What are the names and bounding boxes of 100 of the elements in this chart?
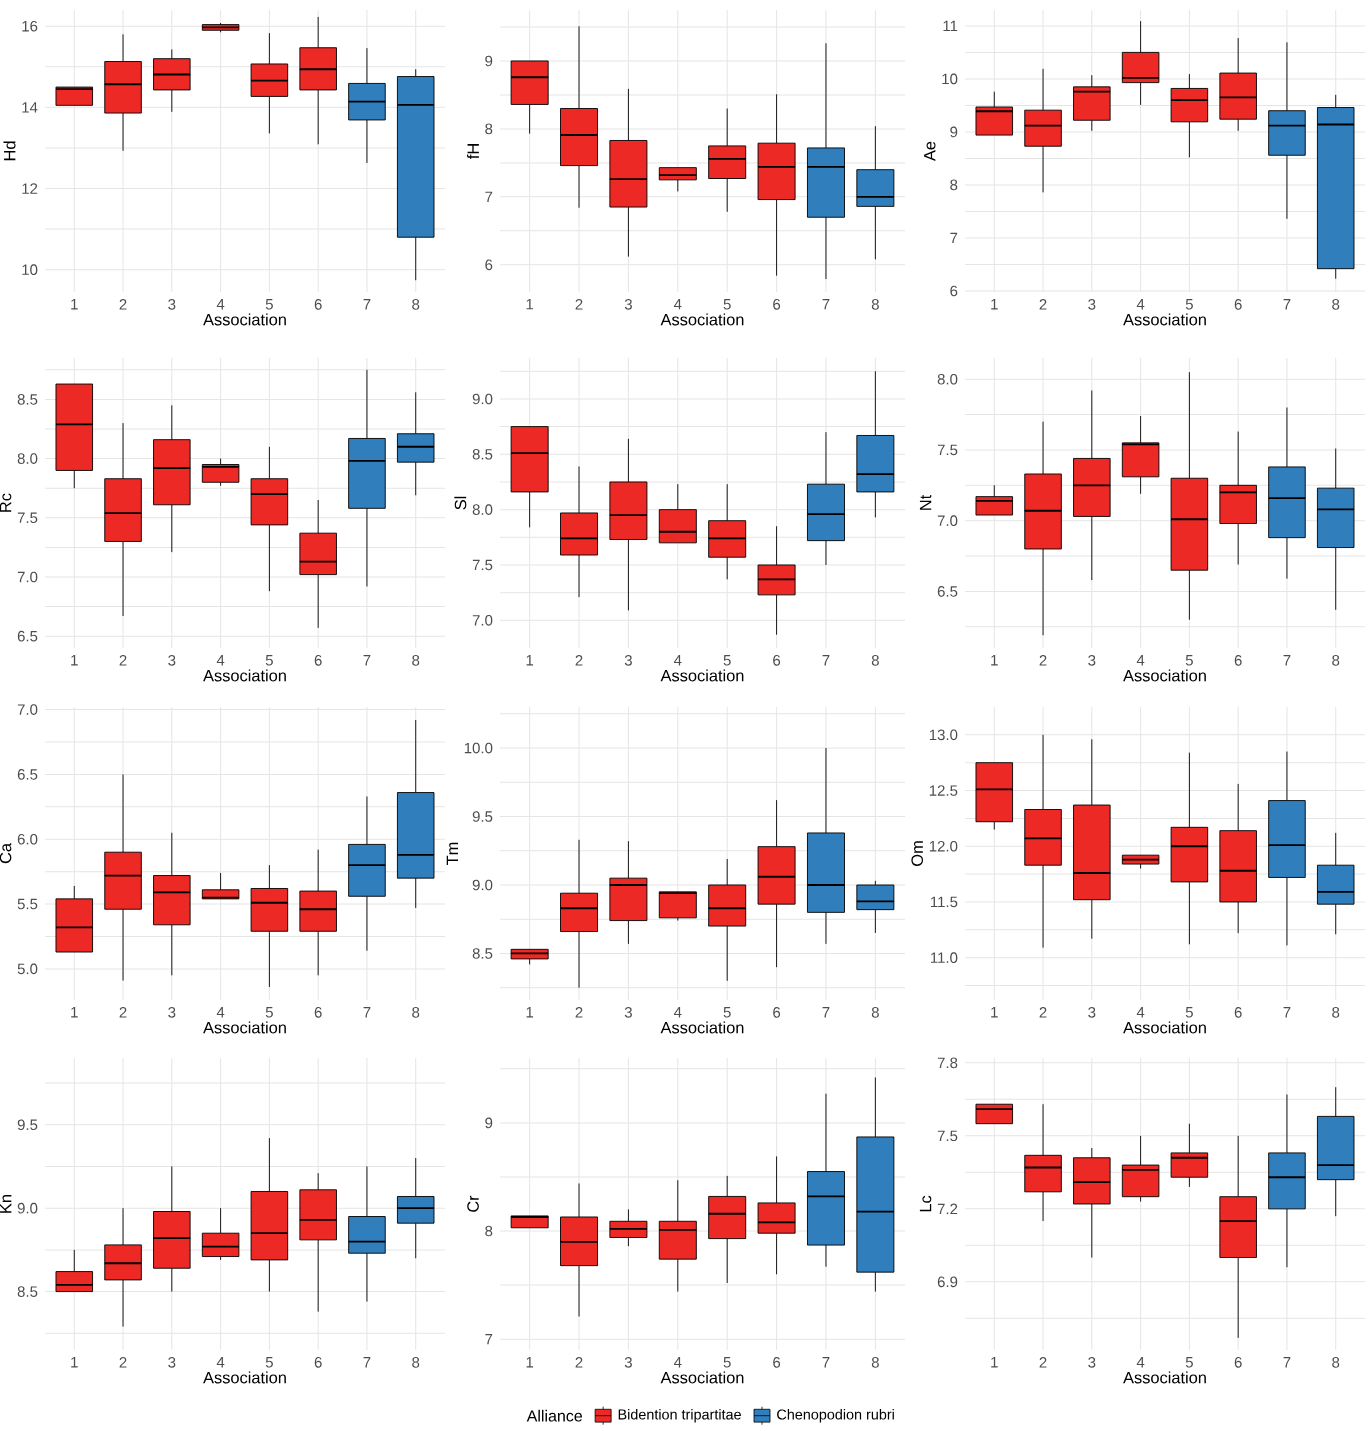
y-axis-title: Tm	[446, 842, 459, 865]
y-tick-label: 6	[485, 259, 493, 271]
x-tick-label: 2	[119, 655, 127, 666]
x-tick-label: 6	[1234, 1357, 1242, 1368]
x-tick-label: 4	[1136, 1007, 1145, 1018]
y-tick-label: 8	[485, 1225, 493, 1237]
x-tick-label: 7	[363, 1357, 371, 1368]
x-tick-label: 7	[822, 655, 830, 666]
x-tick-label: 7	[1283, 1357, 1291, 1368]
y-tick-label: 6.5	[937, 586, 958, 597]
y-tick-label: 7	[950, 232, 958, 244]
x-tick-label: 2	[1039, 299, 1047, 310]
x-tick-label: 4	[673, 655, 682, 666]
x-axis-title: Association	[203, 313, 286, 326]
x-tick-label: 6	[1234, 1007, 1242, 1018]
x-tick-label: 2	[575, 299, 583, 310]
x-tick-label: 6	[314, 1007, 322, 1018]
x-tick-label: 8	[412, 1007, 420, 1018]
x-tick-label: 4	[216, 1007, 225, 1018]
x-tick-label: 8	[1332, 299, 1340, 310]
x-tick-label: 6	[1234, 299, 1242, 310]
x-tick-label: 5	[265, 299, 273, 310]
y-tick-label: 8	[950, 179, 958, 191]
x-tick-label: 2	[1039, 1357, 1047, 1368]
y-tick-label: 7.5	[17, 512, 38, 524]
y-tick-label: 8.5	[17, 1286, 38, 1297]
x-tick-label: 1	[991, 1007, 998, 1018]
x-tick-label: 5	[1185, 1357, 1193, 1368]
x-tick-label: 5	[265, 1357, 273, 1368]
x-tick-label: 2	[575, 1007, 583, 1018]
x-tick-label: 3	[1088, 655, 1096, 666]
x-tick-label: 8	[1332, 1007, 1340, 1018]
x-tick-label: 4	[216, 299, 225, 310]
x-tick-label: 4	[673, 299, 682, 310]
y-axis-title: Ae	[924, 141, 936, 161]
x-tick-label: 7	[363, 299, 371, 310]
x-tick-label: 3	[168, 655, 176, 666]
y-tick-label: 8.0	[472, 504, 493, 515]
x-axis-title: Association	[203, 1371, 286, 1384]
y-tick-label: 9.0	[472, 393, 493, 405]
x-tick-label: 5	[723, 299, 731, 310]
x-tick-label: 8	[412, 655, 420, 666]
x-tick-label: 6	[1234, 655, 1242, 666]
y-tick-label: 7.0	[17, 704, 38, 715]
y-tick-label: 8.0	[937, 373, 958, 385]
x-tick-label: 6	[773, 655, 781, 666]
x-tick-label: 2	[119, 299, 127, 310]
y-tick-label: 9.5	[17, 1119, 38, 1131]
y-tick-label: 6.9	[937, 1276, 958, 1288]
x-tick-label: 5	[265, 1007, 273, 1018]
x-tick-label: 2	[575, 655, 583, 666]
y-tick-label: 7	[485, 191, 493, 203]
y-tick-label: 7.0	[937, 515, 958, 526]
x-tick-label: 3	[1088, 1357, 1096, 1368]
y-tick-label: 9	[950, 126, 958, 138]
x-tick-label: 3	[168, 1007, 176, 1018]
y-tick-label: 7.5	[937, 1130, 958, 1142]
y-tick-label: 8	[485, 123, 493, 135]
x-tick-label: 1	[991, 655, 998, 666]
x-axis-title: Association	[660, 1371, 744, 1384]
x-tick-label: 3	[168, 299, 176, 310]
y-tick-label: 7.2	[937, 1203, 958, 1215]
x-tick-label: 3	[1088, 1007, 1096, 1018]
y-tick-label: 10	[22, 264, 38, 275]
x-tick-label: 6	[773, 299, 781, 310]
y-tick-label: 7.0	[17, 571, 38, 583]
x-tick-label: 6	[314, 1357, 322, 1368]
x-tick-label: 8	[412, 1357, 420, 1368]
y-tick-label: 6.5	[17, 769, 38, 780]
x-tick-label: 7	[363, 655, 371, 666]
y-tick-label: 11	[943, 20, 958, 32]
y-tick-label: 13.0	[929, 729, 958, 741]
x-tick-label: 8	[871, 655, 879, 666]
y-axis-title: Om	[911, 841, 924, 866]
x-tick-label: 1	[991, 1357, 998, 1368]
x-tick-label: 4	[216, 1357, 225, 1368]
y-tick-label: 10.0	[464, 742, 493, 754]
legend-label: Chenopodion rubri	[777, 1408, 894, 1423]
x-tick-label: 7	[1283, 655, 1291, 666]
x-axis-title: Association	[1123, 669, 1206, 682]
y-tick-label: 8.5	[472, 948, 493, 959]
x-tick-label: 1	[71, 299, 78, 310]
x-tick-label: 6	[773, 1007, 781, 1018]
x-tick-label: 1	[526, 299, 534, 310]
x-axis-title: Association	[660, 669, 744, 682]
x-tick-label: 7	[822, 299, 830, 310]
x-tick-label: 2	[119, 1357, 127, 1368]
x-tick-label: 4	[1136, 1357, 1145, 1368]
x-tick-label: 2	[1039, 1007, 1047, 1018]
y-tick-label: 8.5	[17, 394, 38, 405]
y-tick-label: 9.0	[17, 1202, 38, 1214]
y-tick-label: 6.5	[17, 630, 38, 642]
x-tick-label: 2	[575, 1357, 583, 1368]
x-tick-label: 7	[822, 1357, 830, 1368]
y-tick-label: 6	[950, 285, 958, 297]
x-axis-title: Association	[203, 1021, 286, 1034]
y-tick-label: 12	[22, 183, 38, 194]
x-tick-label: 1	[71, 1357, 78, 1368]
y-tick-label: 7.5	[472, 559, 493, 571]
y-tick-label: 9.5	[472, 811, 493, 822]
